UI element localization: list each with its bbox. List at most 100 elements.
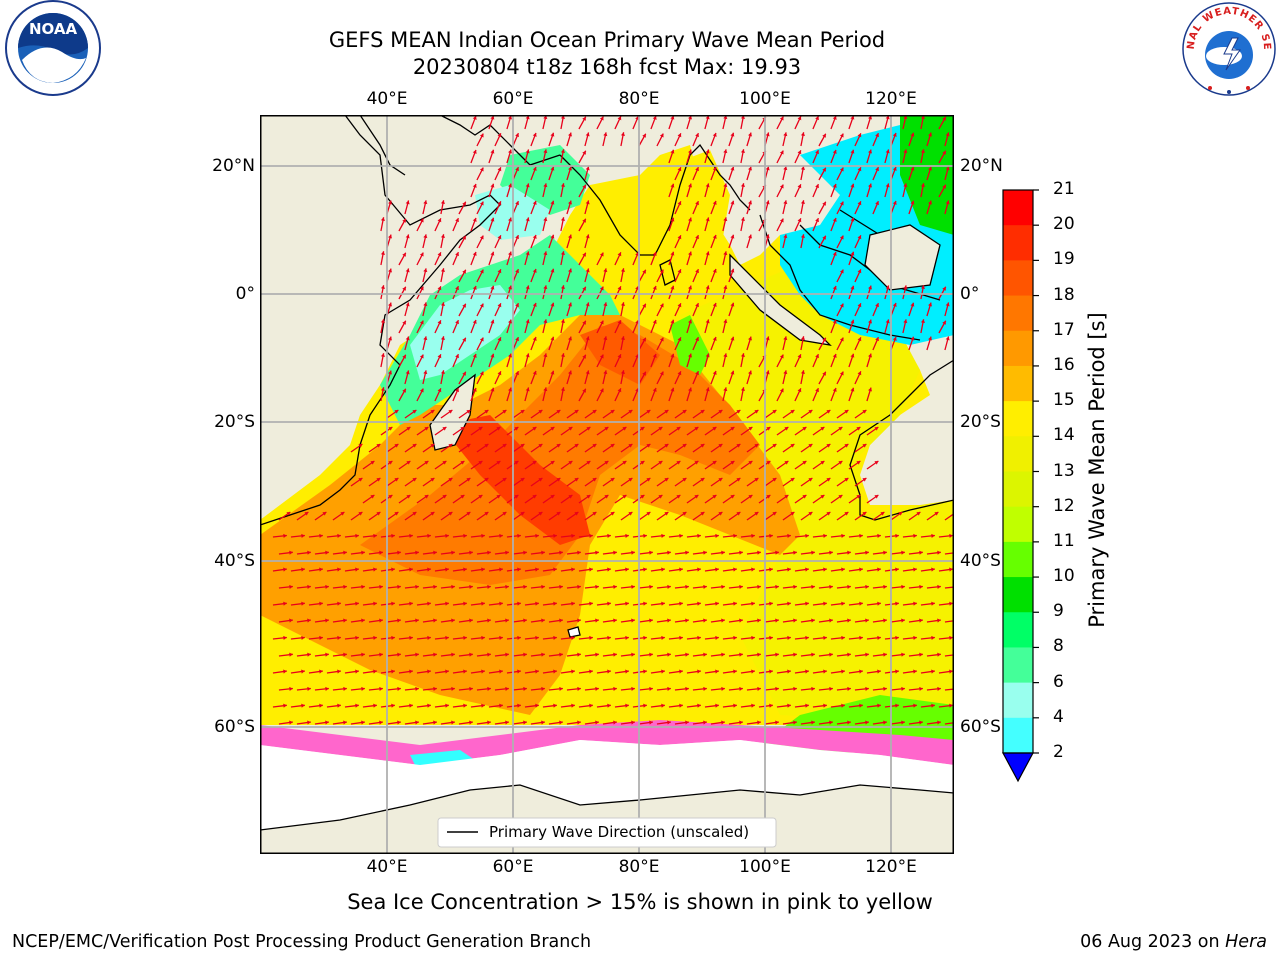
wave-arrow-head (928, 166, 932, 171)
wave-arrow-head (535, 567, 539, 572)
wave-arrow-head (676, 426, 681, 431)
wave-arrow-head (688, 217, 692, 222)
wave-arrow-head (868, 183, 872, 188)
wave-arrow-head (340, 511, 345, 516)
wave-arrow-head (652, 353, 657, 358)
wave-arrow-head (839, 133, 844, 138)
wave-arrow-head (787, 703, 791, 708)
wave-arrow-head (595, 652, 599, 657)
wave-arrow-head (677, 235, 682, 240)
wave-arrow-head (556, 443, 561, 448)
wave-arrow-head (497, 167, 502, 172)
wave-arrow-head (440, 200, 445, 205)
wave-arrow-head (800, 336, 805, 341)
wave-arrow-head (670, 353, 675, 358)
wave-arrow-head (620, 370, 625, 375)
wave-arrow-head (553, 669, 557, 674)
wave-arrow-head (841, 669, 845, 674)
lat-label-left-0: 0° (235, 284, 255, 304)
colorbar-band (1003, 436, 1033, 472)
ocean-field-red-north (580, 320, 660, 385)
wave-arrow-head (715, 669, 719, 674)
wave-arrow-head (502, 443, 507, 448)
wave-arrow-head (427, 533, 431, 538)
wave-arrow-head (643, 669, 647, 674)
wave-arrow-head (931, 567, 935, 572)
wave-arrow-head (543, 285, 548, 290)
wave-arrow-head (571, 601, 575, 606)
wave-arrow-head (910, 166, 915, 171)
wave-arrow-head (541, 618, 545, 623)
wave-arrow-head (628, 477, 633, 482)
wave-arrow-head (700, 443, 705, 448)
wave-arrow-head (502, 511, 507, 516)
wave-arrow-head (733, 635, 737, 640)
wave-arrow-head (895, 669, 899, 674)
footer-producer: NCEP/EMC/Verification Post Processing Pr… (12, 932, 592, 952)
wave-arrow-head (487, 584, 491, 589)
wave-arrow-head (857, 303, 862, 308)
lat-label-right-60s: 60°S (960, 717, 1001, 737)
wave-arrow-head (283, 635, 287, 640)
wave-arrow-head (589, 533, 593, 538)
wave-arrow-head (472, 217, 477, 222)
wave-arrow-head (658, 460, 663, 465)
colorbar-tick-label: 14 (1053, 425, 1075, 446)
wave-arrow-head (376, 443, 381, 448)
wave-arrow-head (820, 460, 825, 465)
chart-title: GEFS MEAN Indian Ocean Primary Wave Mean… (328, 28, 886, 52)
lon-label-top-80e: 80°E (618, 89, 660, 109)
wave-arrow-head (448, 409, 453, 414)
wave-arrow-head (337, 703, 341, 708)
wave-arrow-head (427, 567, 431, 572)
wave-arrow-head (568, 166, 572, 171)
wave-arrow-head (928, 132, 932, 137)
wave-arrow-head (543, 183, 548, 188)
wave-arrow-head (415, 550, 419, 555)
wave-arrow-head (307, 652, 311, 657)
wave-arrow-head (388, 426, 393, 431)
wave-arrow-head (703, 720, 707, 725)
wave-arrow-head (642, 133, 646, 138)
wave-arrow-head (779, 218, 784, 223)
wave-arrow-head (850, 183, 855, 188)
wave-arrow-head (682, 443, 687, 448)
wave-arrow-head (805, 533, 809, 538)
wave-arrow-head (646, 511, 651, 516)
wave-arrow-head (568, 426, 573, 431)
wave-arrow-head (394, 511, 399, 516)
wave-arrow-head (748, 460, 753, 465)
wave-arrow-head (397, 584, 401, 589)
footer-date: 06 Aug 2023 on Hera (1080, 932, 1267, 952)
wave-arrow-head (868, 387, 872, 392)
wave-arrow-head (695, 337, 699, 342)
wave-arrow-head (751, 567, 755, 572)
wave-arrow-head (535, 635, 539, 640)
wave-arrow-head (617, 320, 622, 325)
wave-arrow-head (730, 268, 735, 273)
wave-arrow-head (380, 285, 385, 290)
wave-arrow-head (505, 686, 509, 691)
wave-arrow-head (661, 703, 665, 708)
wave-arrow-head (466, 443, 471, 448)
wave-arrow-head (748, 336, 752, 341)
wave-arrow-head (790, 443, 795, 448)
wave-arrow-head (740, 217, 745, 222)
wave-arrow-head (945, 302, 950, 307)
wave-arrow-head (779, 116, 784, 121)
wave-arrow-head (582, 388, 586, 393)
colorbar-tick-label: 13 (1053, 460, 1075, 481)
wave-arrow-head (815, 218, 819, 223)
wave-arrow-head (847, 550, 851, 555)
wave-arrow-head (913, 703, 917, 708)
wave-arrow-head (559, 618, 563, 623)
wave-arrow-head (820, 494, 825, 499)
wave-arrow-head (937, 550, 941, 555)
wave-arrow-head (289, 584, 293, 589)
wave-arrow-head (622, 494, 627, 499)
wave-arrow-head (560, 115, 565, 120)
wave-arrow-head (664, 477, 669, 482)
wave-arrow-head (874, 460, 879, 465)
wave-arrow-head (559, 550, 563, 555)
wave-arrow-head (694, 460, 699, 465)
